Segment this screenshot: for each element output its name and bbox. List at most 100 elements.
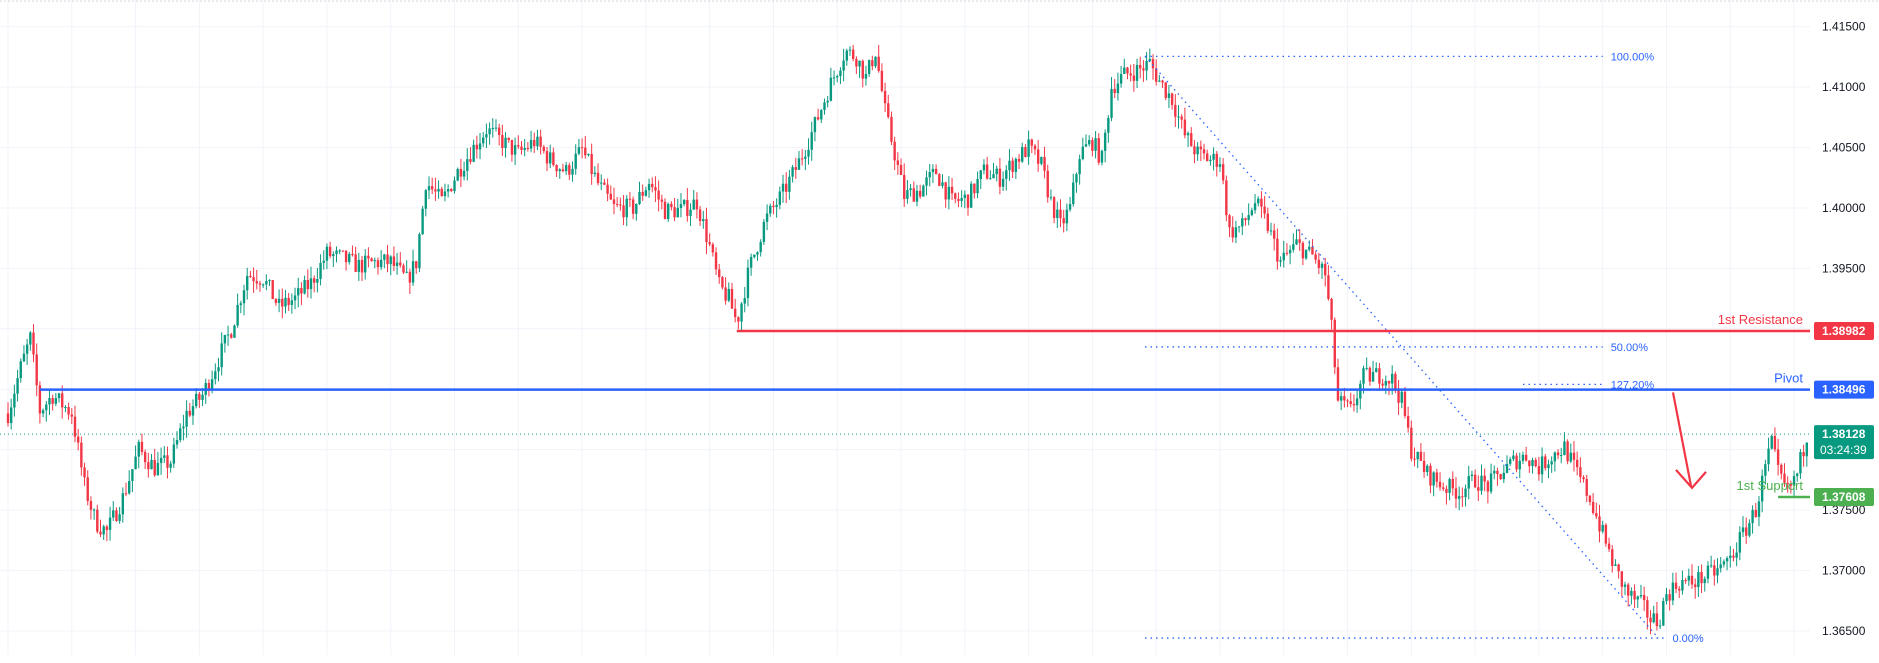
candle-body [1789, 484, 1793, 486]
candle-body [797, 158, 801, 170]
y-tick-label: 1.37000 [1822, 563, 1866, 577]
candle-body [1422, 460, 1426, 473]
candle-body [737, 317, 740, 322]
candle-body [1540, 456, 1544, 475]
candle-body [395, 262, 399, 266]
candle-body [1065, 209, 1069, 224]
price-axis[interactable]: 1.41500 1.41000 1.40500 1.40000 1.39500 1.375… [1814, 20, 1874, 638]
candle-body [1011, 160, 1014, 172]
candle-body [1091, 140, 1094, 151]
candle-body [1288, 249, 1292, 254]
candle-body [561, 169, 565, 172]
candle-body [1620, 571, 1624, 587]
candle-body [1212, 153, 1215, 160]
candle-body [867, 60, 871, 74]
candle-body [379, 259, 383, 268]
candle-body [711, 244, 715, 253]
candle-body [1748, 523, 1751, 536]
candle-body [76, 436, 80, 443]
candle-body [638, 191, 641, 204]
candle-body [533, 140, 536, 147]
candle-body [236, 305, 239, 326]
candle-body [568, 165, 571, 175]
candle-body [1528, 460, 1531, 467]
candle-body [1579, 467, 1582, 478]
candle-body [201, 394, 204, 400]
candle-body [1180, 116, 1183, 120]
candle-body [596, 172, 600, 184]
candle-body [851, 49, 855, 59]
candle-body [1489, 473, 1493, 492]
candle-body [1595, 513, 1598, 517]
candle-body [1036, 149, 1040, 164]
candle-body [635, 203, 638, 214]
candle-body [1218, 164, 1222, 167]
candle-body [453, 180, 456, 192]
candle-body [1582, 477, 1585, 480]
candle-body [724, 287, 727, 301]
candle-body [718, 269, 721, 278]
candle-body [966, 194, 970, 208]
candle-body [1767, 448, 1770, 465]
candle-body [733, 308, 737, 318]
level-price-badge [1814, 487, 1874, 506]
candle-body [676, 207, 679, 218]
current-price-text: 1.38128 [1822, 427, 1866, 441]
candle-body [918, 190, 922, 197]
candle-body [749, 256, 753, 268]
candle-body [695, 199, 699, 210]
candle-body [593, 172, 597, 174]
candle-body [220, 343, 223, 368]
candle-body [118, 514, 121, 521]
candle-body [995, 168, 998, 175]
candle-body [1588, 495, 1592, 502]
candle-body [899, 164, 903, 175]
candle-body [1349, 401, 1352, 405]
countdown-text: 03:24:39 [1820, 443, 1867, 457]
candle-body [1158, 80, 1161, 82]
candle-body [127, 481, 131, 494]
candle-body [131, 469, 134, 482]
candle-body [1662, 601, 1665, 626]
candle-body [1722, 561, 1726, 565]
candle-body [1206, 153, 1209, 162]
candle-body [1770, 435, 1773, 449]
candle-body [96, 509, 99, 532]
candle-body [727, 289, 730, 301]
candle-body [800, 158, 804, 160]
candle-body [714, 252, 718, 270]
candle-body [1709, 565, 1713, 567]
candle-body [1046, 170, 1049, 198]
candle-body [603, 182, 606, 185]
candle-body [1556, 452, 1560, 456]
candle-body [877, 56, 880, 71]
candle-body [319, 262, 322, 279]
candle-body [915, 190, 919, 202]
candle-body [989, 178, 992, 180]
candle-body [1470, 474, 1474, 477]
candle-body [813, 117, 817, 133]
candle-body [909, 188, 912, 191]
candle-body [440, 188, 443, 197]
candle-body [35, 354, 38, 386]
candle-body [443, 191, 447, 197]
candle-body [1094, 138, 1097, 151]
candle-body [820, 109, 823, 120]
y-tick-label: 1.41500 [1822, 20, 1866, 34]
candle-body [309, 278, 313, 290]
candle-body [1687, 575, 1691, 581]
candle-body [1563, 441, 1566, 455]
candle-body [558, 169, 561, 172]
level-label: Pivot [1774, 371, 1803, 386]
candle-body [1776, 449, 1780, 465]
candle-body [341, 250, 345, 252]
candle-body [1413, 458, 1416, 460]
candle-body [1135, 64, 1139, 81]
candle-body [1142, 68, 1145, 71]
candle-body [16, 378, 19, 394]
candle-body [191, 406, 195, 416]
candle-body [1442, 487, 1445, 489]
candle-body [45, 404, 48, 411]
candle-body [938, 174, 941, 186]
